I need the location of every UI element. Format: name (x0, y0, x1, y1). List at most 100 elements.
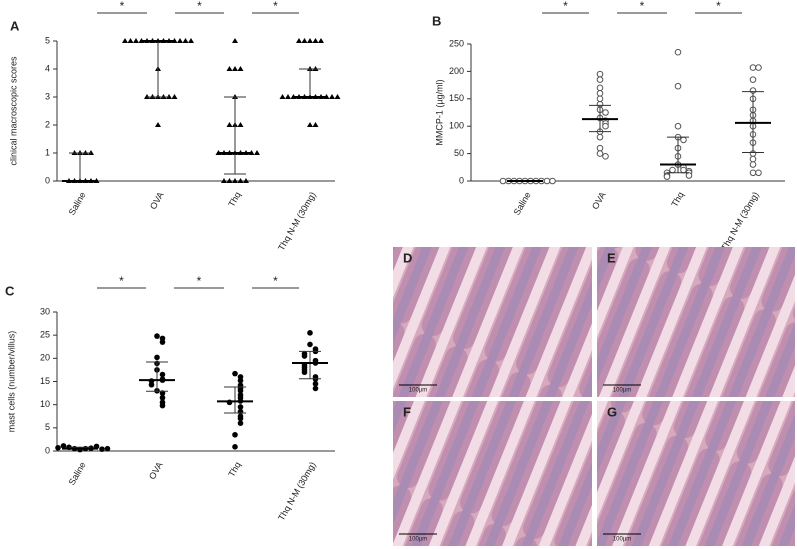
y-tick-label: 5 (45, 422, 50, 432)
histology-image (393, 401, 592, 546)
data-point (232, 38, 238, 43)
histology-image (393, 247, 592, 397)
data-point (663, 173, 671, 180)
data-point (749, 76, 757, 83)
image-label: F (403, 404, 411, 419)
data-point (279, 94, 286, 99)
data-point (596, 84, 604, 92)
y-tick-label: 100 (449, 121, 464, 131)
data-point (680, 136, 687, 144)
data-point (334, 94, 341, 99)
x-tick-label: Thq N-M (30mg) (276, 190, 318, 252)
data-point (237, 122, 244, 127)
y-axis-label: clinical macroscopic scores (8, 56, 18, 166)
significance-label: * (640, 0, 645, 13)
y-tick-label: 10 (40, 399, 50, 409)
y-tick-label: 50 (454, 148, 464, 158)
scale-bar-label: 100µm (409, 537, 427, 543)
y-tick-label: 3 (45, 91, 50, 101)
data-point (301, 369, 308, 376)
data-point (60, 443, 67, 449)
image-label: E (607, 250, 616, 265)
data-point (749, 169, 757, 177)
y-tick-label: 5 (45, 35, 50, 45)
y-tick-label: 4 (45, 63, 50, 73)
data-point (312, 38, 319, 43)
data-point (596, 90, 604, 97)
data-point (685, 172, 693, 179)
data-point (104, 445, 111, 452)
data-point (237, 420, 244, 427)
data-point (221, 178, 227, 183)
data-point (232, 66, 238, 71)
data-point (226, 178, 233, 183)
data-point (155, 122, 161, 127)
data-point (296, 38, 302, 43)
data-point (232, 370, 238, 377)
data-point (602, 153, 609, 160)
y-tick-label: 15 (40, 376, 50, 386)
x-tick-label: Thq (669, 190, 685, 208)
significance-label: * (120, 0, 125, 13)
x-tick-label: Thq N-M (30mg) (276, 460, 318, 522)
significance-label: * (273, 0, 278, 13)
data-point (602, 122, 609, 130)
data-point (674, 48, 682, 56)
y-tick-label: 25 (40, 330, 50, 340)
data-point (237, 66, 244, 71)
y-tick-label: 0 (45, 445, 50, 455)
significance-label: * (119, 274, 124, 288)
data-point (285, 94, 291, 99)
data-point (159, 339, 166, 345)
significance-label: * (197, 274, 202, 288)
data-point (232, 431, 238, 438)
data-point (301, 38, 308, 43)
image-label: D (403, 250, 412, 265)
data-point (122, 38, 128, 43)
data-point (312, 122, 319, 127)
data-point (543, 177, 551, 185)
data-point (133, 38, 139, 43)
data-point (226, 122, 233, 127)
data-point (307, 122, 313, 127)
data-point (307, 330, 313, 336)
data-point (755, 64, 762, 71)
data-point (499, 177, 507, 185)
y-tick-label: 1 (45, 147, 50, 157)
data-point (226, 66, 233, 71)
y-tick-label: 0 (459, 175, 464, 185)
x-tick-label: Thq N-M (30mg) (719, 190, 761, 252)
data-point (232, 178, 238, 183)
data-point (749, 155, 757, 163)
data-point (596, 133, 604, 141)
y-tick-label: 250 (449, 38, 464, 48)
data-point (154, 333, 160, 339)
data-point (188, 38, 194, 43)
data-point (159, 394, 166, 401)
x-tick-label: Thq (226, 460, 242, 478)
data-point (596, 150, 604, 157)
scale-bar-label: 100µm (409, 388, 427, 394)
data-point (154, 354, 160, 361)
data-point (171, 94, 178, 99)
image-label: G (607, 404, 617, 419)
data-point (596, 76, 604, 83)
data-point (127, 38, 134, 43)
data-point (312, 385, 319, 392)
y-tick-label: 150 (449, 93, 464, 103)
data-point (159, 371, 166, 378)
data-point (596, 144, 604, 152)
panel-letter: B (432, 13, 441, 28)
x-tick-label: OVA (590, 190, 608, 211)
data-point (159, 402, 166, 409)
data-point (237, 404, 244, 410)
y-axis-label: MMCP-1 (µg/ml) (434, 79, 444, 145)
y-tick-label: 2 (45, 119, 50, 129)
data-point (182, 38, 189, 43)
data-point (749, 64, 757, 71)
data-point (596, 95, 604, 103)
data-point (237, 178, 244, 183)
significance-label: * (716, 0, 721, 13)
data-point (307, 341, 313, 348)
